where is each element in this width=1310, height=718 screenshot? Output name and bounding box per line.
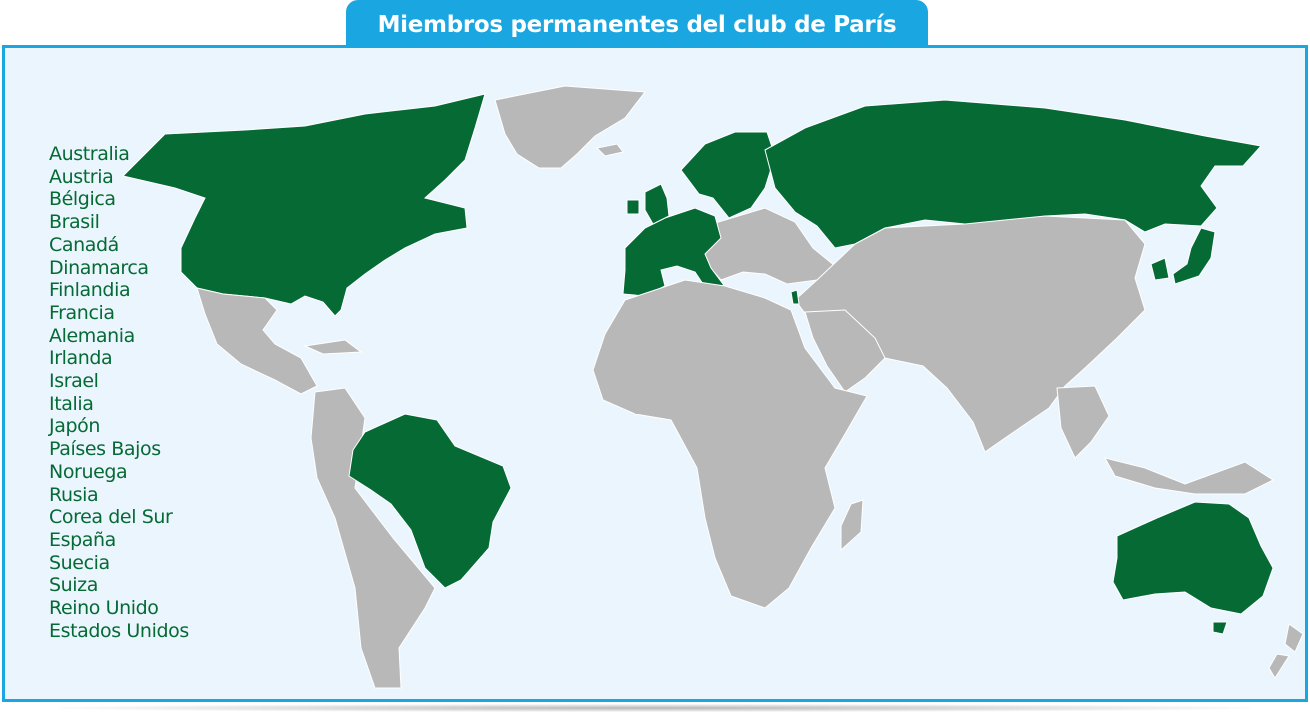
australia-member-shape <box>1112 501 1274 615</box>
member-country-item: Reino Unido <box>49 597 159 620</box>
scandinavia-member-shape <box>680 131 776 219</box>
member-country-item: Bélgica <box>49 188 116 211</box>
japan-member-shape <box>1172 227 1216 285</box>
israel-member-shape <box>790 289 800 305</box>
member-country-item: Dinamarca <box>49 256 149 279</box>
world-map <box>2 45 1308 702</box>
frame-shadow <box>60 704 1250 712</box>
member-country-item: Países Bajos <box>49 438 161 461</box>
member-country-item: Finlandia <box>49 279 131 302</box>
madagascar-shape <box>840 499 864 552</box>
member-country-item: Estados Unidos <box>49 619 189 642</box>
member-country-item: Australia <box>49 143 130 165</box>
new-zealand-shape <box>1268 623 1304 679</box>
member-country-item: Brasil <box>49 211 100 234</box>
member-country-item: Israel <box>49 370 99 393</box>
member-country-item: Rusia <box>49 483 99 506</box>
member-country-item: España <box>49 528 116 551</box>
africa-shape <box>592 279 868 609</box>
member-country-item: Suiza <box>49 574 98 597</box>
member-country-item: Canadá <box>49 233 119 256</box>
arabia-shape <box>804 309 886 393</box>
member-country-item: Austria <box>49 165 114 188</box>
south-korea-member-shape <box>1150 257 1170 281</box>
member-country-item: Francia <box>49 301 115 324</box>
map-title: Miembros permanentes del club de París <box>346 0 928 47</box>
caribbean-shape <box>303 339 363 355</box>
member-country-item: Irlanda <box>49 347 113 370</box>
member-country-item: Japón <box>49 415 100 438</box>
member-country-item: Noruega <box>49 460 128 483</box>
mexico-central-america-shape <box>196 287 318 395</box>
uk-ireland-member-shape <box>626 183 670 225</box>
tasmania-member-shape <box>1212 621 1228 635</box>
southeast-asia-shape <box>1056 385 1275 495</box>
world-map-svg <box>122 85 1304 689</box>
russia-member-shape <box>764 99 1262 249</box>
greenland-shape <box>494 85 646 169</box>
member-country-item: Italia <box>49 392 94 415</box>
brazil-member-shape <box>348 413 512 589</box>
member-country-item: Alemania <box>49 324 135 347</box>
member-country-item: Suecia <box>49 551 110 574</box>
north-america-member-shape <box>122 93 486 317</box>
member-country-list: Australia Austria Bélgica Brasil Canadá … <box>49 143 189 642</box>
iceland-shape <box>595 143 624 157</box>
member-country-item: Corea del Sur <box>49 506 173 529</box>
